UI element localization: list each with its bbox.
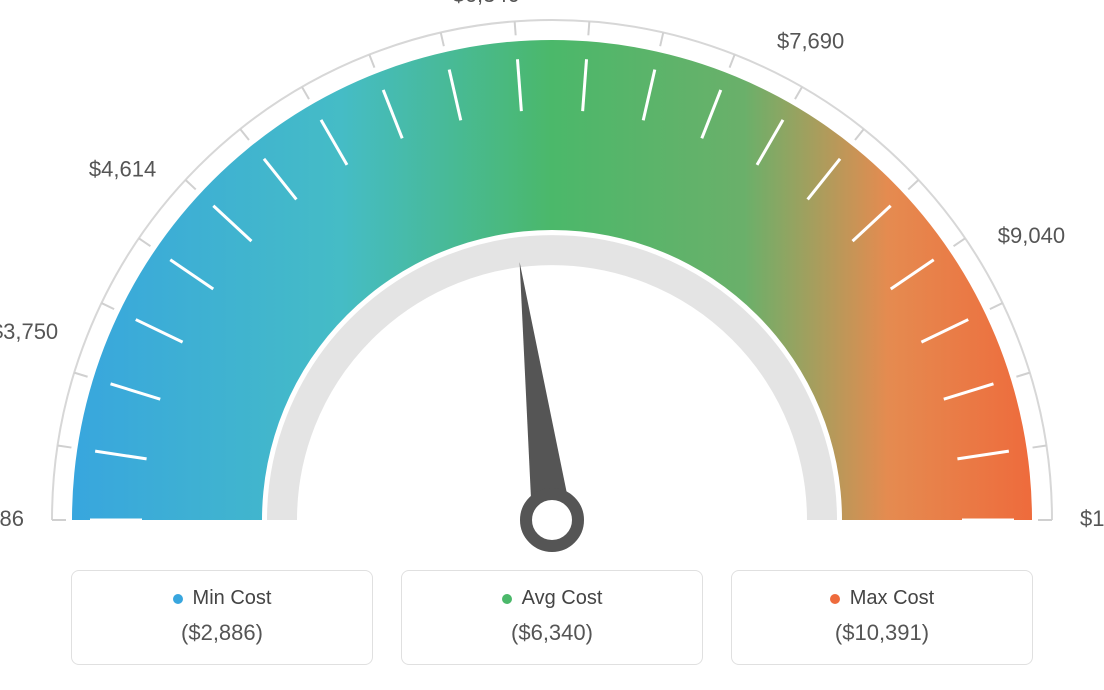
legend-card-max: Max Cost ($10,391) [731,570,1033,665]
legend-dot-max [830,594,840,604]
gauge-chart: $2,886 $3,750 $4,614 $6,340 $7,690 $9,040 $10,… [0,0,1104,560]
svg-text:$4,614: $4,614 [89,157,156,182]
legend-label-max: Max Cost [850,587,934,610]
svg-text:$2,886: $2,886 [0,506,24,531]
legend-value-min: ($2,886) [72,620,372,646]
svg-text:$3,750: $3,750 [0,319,58,344]
svg-text:$10,391: $10,391 [1080,506,1104,531]
legend-value-avg: ($6,340) [402,620,702,646]
gauge-svg: $2,886 $3,750 $4,614 $6,340 $7,690 $9,040 $10,… [0,0,1104,560]
svg-text:$9,040: $9,040 [998,223,1065,248]
svg-text:$7,690: $7,690 [777,28,844,53]
legend-label-min: Min Cost [193,587,272,610]
legend-card-min: Min Cost ($2,886) [71,570,373,665]
legend-value-max: ($10,391) [732,620,1032,646]
legend-title-min: Min Cost [173,587,272,610]
legend-row: Min Cost ($2,886) Avg Cost ($6,340) Max … [0,570,1104,665]
legend-label-avg: Avg Cost [522,587,603,610]
cost-gauge-container: $2,886 $3,750 $4,614 $6,340 $7,690 $9,040 $10,… [0,0,1104,690]
legend-card-avg: Avg Cost ($6,340) [401,570,703,665]
svg-text:$6,340: $6,340 [453,0,520,7]
legend-dot-avg [502,594,512,604]
legend-title-avg: Avg Cost [502,587,603,610]
legend-title-max: Max Cost [830,587,934,610]
legend-dot-min [173,594,183,604]
